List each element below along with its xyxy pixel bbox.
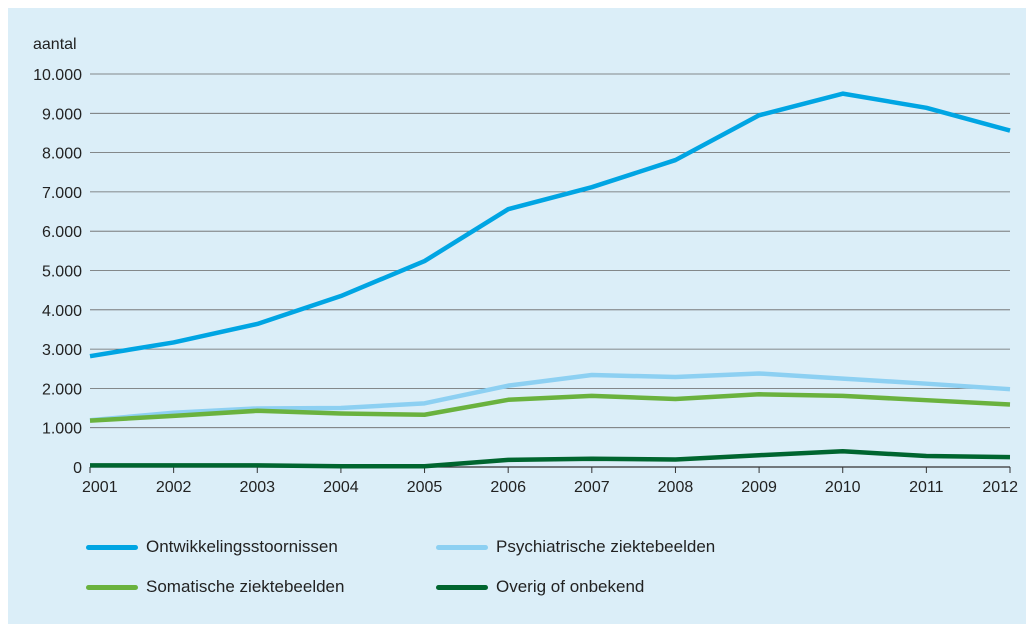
y-axis-label: aantal bbox=[33, 36, 77, 53]
y-tick-label: 2.000 bbox=[42, 381, 82, 398]
x-tick-label: 2012 bbox=[982, 479, 1018, 496]
series-line-1 bbox=[89, 91, 1011, 359]
legend-swatch bbox=[436, 584, 488, 590]
x-tick-label: 2003 bbox=[239, 479, 275, 496]
legend-label: Ontwikkelingsstoornissen bbox=[146, 537, 338, 556]
x-tick-label: 2004 bbox=[323, 479, 359, 496]
chart-panel bbox=[8, 8, 1026, 624]
legend-item: Psychiatrische ziektebeelden bbox=[436, 536, 836, 558]
legend-item: Somatische ziektebeelden bbox=[86, 576, 436, 598]
legend-item: Overig of onbekend bbox=[436, 576, 836, 598]
y-tick-label: 6.000 bbox=[42, 224, 82, 241]
y-tick-label: 3.000 bbox=[42, 342, 82, 359]
x-tick-label: 2007 bbox=[574, 479, 610, 496]
chart-legend: Ontwikkelingsstoornissen Psychiatrische z… bbox=[86, 536, 836, 598]
series-line-2 bbox=[89, 371, 1011, 423]
series-line-4 bbox=[90, 449, 1011, 469]
y-tick-label: 5.000 bbox=[42, 264, 82, 281]
y-tick-label: 4.000 bbox=[42, 303, 82, 320]
y-tick-label: 0 bbox=[73, 460, 82, 477]
x-tick-label: 2002 bbox=[156, 479, 192, 496]
legend-label: Somatische ziektebeelden bbox=[146, 577, 345, 596]
series-line-3 bbox=[89, 392, 1011, 423]
x-tick-label: 2010 bbox=[825, 479, 861, 496]
y-tick-label: 8.000 bbox=[42, 146, 82, 163]
x-tick-label: 2009 bbox=[741, 479, 777, 496]
legend-label: Psychiatrische ziektebeelden bbox=[496, 537, 716, 556]
x-tick-label: 2006 bbox=[490, 479, 526, 496]
y-tick-label: 7.000 bbox=[42, 185, 82, 202]
x-tick-label: 2001 bbox=[82, 479, 118, 496]
x-tick-label: 2005 bbox=[407, 479, 443, 496]
x-tick-label: 2011 bbox=[909, 479, 944, 496]
legend-swatch bbox=[436, 544, 488, 550]
legend-label: Overig of onbekend bbox=[496, 577, 645, 596]
x-tick-label: 2008 bbox=[658, 479, 694, 496]
legend-swatch bbox=[86, 544, 138, 550]
legend-swatch bbox=[86, 584, 138, 590]
y-tick-label: 1.000 bbox=[42, 421, 82, 438]
y-tick-label: 10.000 bbox=[33, 67, 82, 84]
legend-item: Ontwikkelingsstoornissen bbox=[86, 536, 436, 558]
y-tick-label: 9.000 bbox=[42, 106, 82, 123]
